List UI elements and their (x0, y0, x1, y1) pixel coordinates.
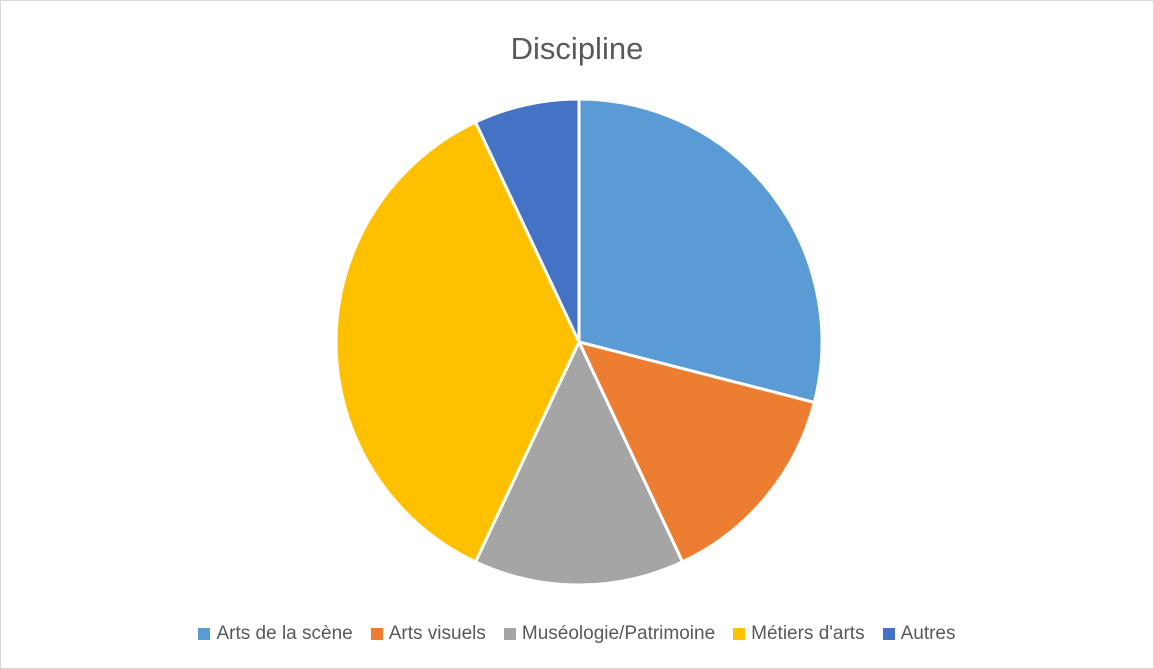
pie-slice-5 (474, 97, 581, 344)
pie-slices (334, 97, 824, 587)
legend-label: Métiers d'arts (751, 623, 865, 644)
legend-swatch (733, 628, 746, 640)
legend-item: Arts visuels (370, 623, 486, 645)
legend-swatch (370, 628, 383, 640)
legend-swatch (198, 628, 211, 640)
legend-item: Muséologie/Patrimoine (503, 623, 716, 645)
pie-slice-4 (334, 120, 581, 564)
legend-label: Arts de la scène (216, 623, 353, 644)
pie-slice-1 (577, 97, 824, 404)
pie-slice-3 (474, 340, 684, 587)
pie-slice-2 (577, 340, 816, 564)
legend-item: Arts de la scène (198, 623, 353, 645)
legend-swatch (503, 628, 516, 640)
legend-swatch (882, 628, 895, 640)
chart-legend: Arts de la scène Arts visuels Muséologie/P… (1, 623, 1153, 645)
legend-item: Métiers d'arts (733, 623, 865, 645)
legend-item: Autres (882, 623, 956, 645)
legend-label: Autres (900, 623, 956, 644)
legend-label: Arts visuels (388, 623, 486, 644)
legend-label: Muséologie/Patrimoine (521, 623, 716, 644)
chart-title: Discipline (510, 31, 644, 66)
